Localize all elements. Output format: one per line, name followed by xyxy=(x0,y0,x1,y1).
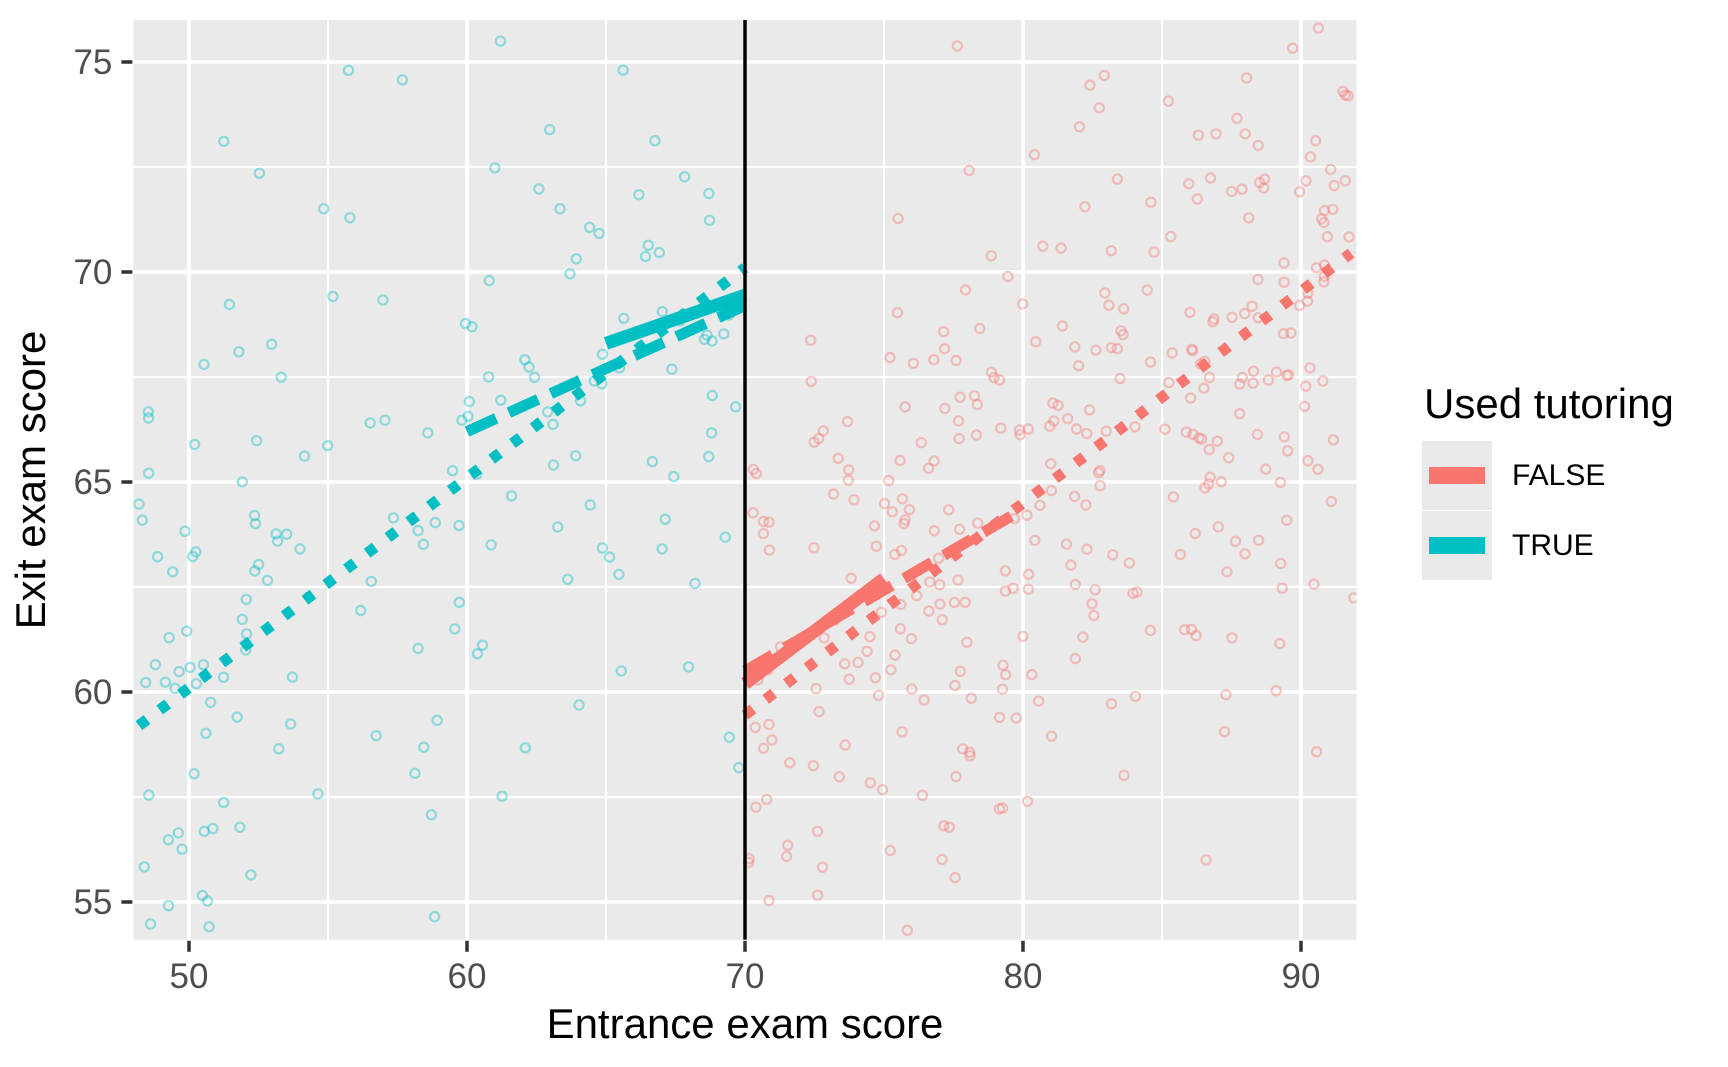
x-tick-label: 70 xyxy=(726,957,765,996)
legend-entry-false: FALSE xyxy=(1422,441,1674,510)
trend-solid-false xyxy=(741,573,888,689)
y-tick-label: 65 xyxy=(73,463,112,502)
panel-content xyxy=(133,20,1357,940)
legend-label-false: FALSE xyxy=(1512,458,1606,492)
x-tick-label: 60 xyxy=(448,957,487,996)
legend-entry-true: TRUE xyxy=(1422,511,1674,580)
y-axis-title: Exit exam score xyxy=(7,331,54,630)
y-tick-label: 60 xyxy=(73,673,112,712)
legend-swatch-false-line xyxy=(1429,467,1485,484)
x-axis-title: Entrance exam score xyxy=(547,1000,944,1047)
legend-key-true xyxy=(1422,511,1492,580)
trend-lines-true xyxy=(135,263,749,730)
legend-title: Used tutoring xyxy=(1424,380,1674,427)
y-tick-label: 70 xyxy=(73,253,112,292)
legend-key-false xyxy=(1422,441,1492,510)
trend-dotted-true xyxy=(135,263,749,730)
chart-generated-layers: 50 60 70 80 90 55 60 65 70 75 xyxy=(73,20,1357,996)
x-tick-label: 50 xyxy=(170,957,209,996)
y-tick-label: 55 xyxy=(73,883,112,922)
legend: Used tutoring FALSE TRUE xyxy=(1422,381,1674,580)
x-tick-label: 90 xyxy=(1282,957,1321,996)
legend-keys: FALSE TRUE xyxy=(1422,441,1674,580)
legend-swatch-true-line xyxy=(1429,537,1485,554)
trend-dashed-true xyxy=(464,300,748,437)
trend-solid-true xyxy=(603,288,748,350)
x-tick-label: 80 xyxy=(1004,957,1043,996)
y-axis-ticks: 55 60 65 70 75 xyxy=(73,43,133,922)
trend-lines-false xyxy=(741,248,1355,720)
x-axis-ticks: 50 60 70 80 90 xyxy=(170,940,1321,996)
legend-label-true: TRUE xyxy=(1512,528,1594,562)
y-tick-label: 75 xyxy=(73,43,112,82)
